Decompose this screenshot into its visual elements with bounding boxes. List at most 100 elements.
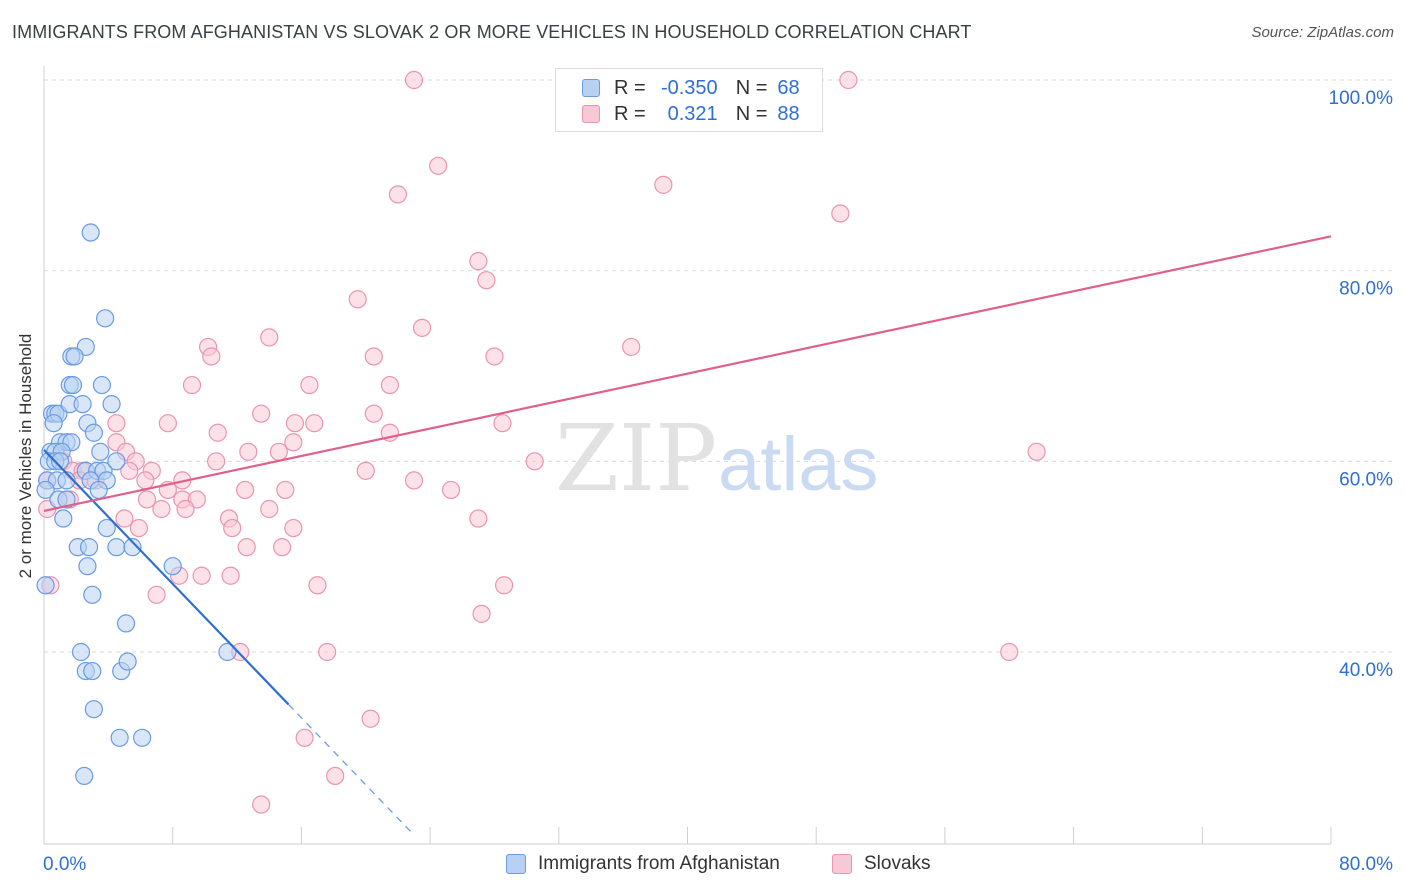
n-value-afghanistan: 68	[777, 76, 800, 99]
slovaks-point	[136, 471, 155, 490]
afghanistan-point	[83, 661, 102, 681]
source-label: Source: ZipAtlas.com	[1251, 24, 1394, 41]
slovaks-point	[364, 404, 383, 423]
slovaks-point	[469, 509, 488, 528]
y-tick-label: 60.0%	[1339, 469, 1393, 490]
slovaks-point	[237, 538, 256, 557]
slovaks-point	[831, 204, 850, 223]
afghanistan-point	[50, 452, 70, 471]
afghanistan-point	[91, 442, 110, 461]
slovaks-point	[654, 175, 673, 194]
afghanistan-point	[218, 642, 237, 662]
afghanistan-point	[44, 414, 63, 433]
slovaks-point	[158, 414, 177, 433]
slovaks-trend-line	[43, 235, 1332, 512]
x-tick-label: 80.0%	[1339, 854, 1393, 875]
slovaks-point	[308, 576, 327, 595]
afghanistan-point	[83, 585, 102, 604]
afghanistan-point	[81, 223, 100, 242]
r-label: R =	[614, 102, 646, 125]
slovaks-point	[252, 795, 271, 814]
afghanistan-point	[79, 538, 99, 557]
slovaks-point	[1027, 442, 1046, 461]
watermark-zip: ZIP	[555, 405, 717, 512]
slovaks-point	[208, 423, 227, 442]
slovaks-point	[107, 414, 126, 433]
slovaks-point	[495, 576, 514, 595]
legend-row-afghanistan: R = -0.350 N = 68	[582, 76, 800, 100]
slovaks-point	[380, 375, 399, 395]
slovaks-point	[469, 252, 488, 271]
slovaks-point	[202, 347, 221, 366]
slovaks-point	[525, 452, 544, 471]
slovaks-point	[295, 728, 314, 747]
slovaks-point	[305, 414, 324, 433]
slovaks-point	[182, 375, 202, 395]
slovaks-point	[1000, 642, 1019, 662]
afghanistan-point	[36, 576, 55, 595]
afghanistan-point	[65, 347, 84, 366]
legend-label-slovaks: Slovaks	[864, 853, 931, 874]
afghanistan-point	[97, 518, 116, 538]
slovaks-point	[412, 318, 432, 337]
watermark: ZIP atlas	[555, 405, 879, 512]
slovaks-point	[356, 461, 375, 480]
afghanistan-points	[36, 223, 237, 786]
slovaks-point	[404, 471, 424, 490]
afghanistan-point	[102, 395, 121, 414]
slovaks-point	[404, 70, 424, 90]
x-tick-label: 0.0%	[43, 854, 86, 875]
slovaks-point	[493, 414, 512, 433]
slovaks-point	[269, 442, 288, 461]
slovaks-point	[429, 156, 448, 175]
afghanistan-trend-line	[43, 449, 290, 706]
afghanistan-point	[84, 423, 103, 442]
afghanistan-trend-extension	[288, 703, 413, 834]
slovaks-point	[137, 490, 157, 509]
slovaks-point	[285, 414, 305, 433]
slovaks-point	[284, 518, 303, 538]
y-tick-label: 40.0%	[1339, 660, 1393, 681]
watermark-atlas: atlas	[718, 422, 879, 507]
tick-labels: 100.0% 80.0% 60.0% 40.0% 0.0% 80.0%	[43, 88, 1393, 875]
slovaks-point	[221, 566, 240, 585]
afghanistan-point	[110, 728, 129, 747]
y-tick-label: 100.0%	[1329, 88, 1394, 109]
slovaks-point	[115, 509, 134, 528]
afghanistan-point	[63, 375, 83, 395]
r-label: R =	[614, 76, 646, 99]
afghanistan-point	[73, 395, 92, 414]
legend-item-afghanistan[interactable]: Immigrants from Afghanistan	[506, 852, 780, 876]
legend-row-slovaks: R = 0.321 N = 88	[582, 102, 800, 126]
afghanistan-point	[75, 766, 94, 786]
slovaks-point	[235, 480, 255, 500]
r-value-slovaks: 0.321	[667, 102, 718, 125]
slovaks-point	[326, 766, 345, 786]
afghanistan-point	[123, 538, 142, 557]
slovaks-point	[388, 185, 408, 204]
afghanistan-point	[116, 614, 136, 633]
slovaks-point	[348, 290, 367, 309]
blue-swatch-icon	[582, 79, 600, 97]
afghanistan-point	[107, 452, 126, 471]
afghanistan-point	[96, 309, 115, 328]
slovaks-point	[239, 442, 258, 461]
trend-lines	[43, 235, 1332, 834]
afghanistan-point	[107, 538, 126, 557]
slovaks-point	[472, 604, 491, 623]
afghanistan-point	[84, 700, 103, 719]
afghanistan-point	[89, 480, 108, 500]
afghanistan-point	[92, 375, 112, 395]
afghanistan-point	[71, 642, 91, 662]
afghanistan-point	[78, 557, 97, 576]
legend-item-slovaks[interactable]: Slovaks	[832, 852, 931, 876]
chart-title: IMMIGRANTS FROM AFGHANISTAN VS SLOVAK 2 …	[12, 22, 972, 42]
y-tick-label: 80.0%	[1339, 279, 1393, 300]
slovaks-point	[364, 347, 383, 366]
slovaks-point	[147, 585, 166, 604]
afghanistan-point	[118, 652, 137, 671]
slovaks-point	[284, 433, 303, 452]
slovaks-point	[176, 499, 195, 519]
slovaks-point	[441, 480, 461, 500]
